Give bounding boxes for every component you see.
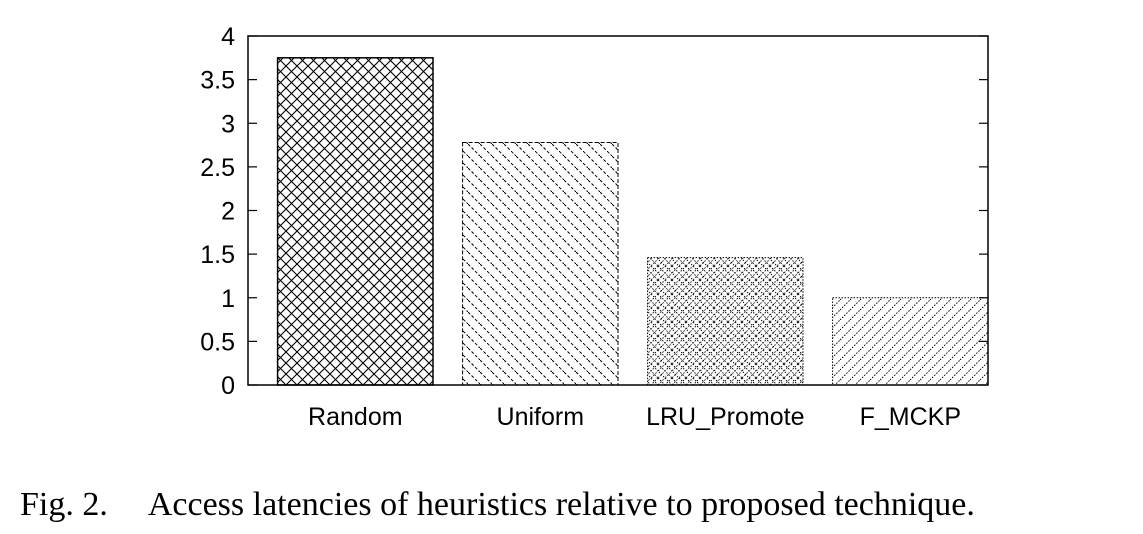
y-axis: 0 0.5 1 1.5 2 2.5 3 3.5 4 [200,23,988,400]
y-tick-label: 0.5 [200,328,235,356]
x-axis: Random Uniform LRU_Promote F_MCKP [308,403,961,431]
y-tick-label: 1.5 [200,241,235,269]
caption-text: Access latencies of heuristics relative … [147,486,975,523]
bar-uniform [462,141,619,386]
y-tick-label: 3 [221,110,235,138]
y-tick-label: 4 [221,23,235,51]
figure-caption: Fig. 2. Access latencies of heuristics re… [0,486,1143,524]
y-tick-label: 1 [221,285,235,313]
x-category-label: Uniform [497,403,585,431]
bars [276,57,989,386]
figure-number: Fig. 2. [20,486,108,523]
y-tick-label: 3.5 [200,67,235,95]
x-category-label: F_MCKP [860,403,961,431]
plot-frame [247,35,989,386]
bar-lru-promote [647,257,804,386]
bar-random [276,57,434,386]
bar-f-mckp [832,297,989,386]
bar-chart: 0 0.5 1 1.5 2 2.5 3 3.5 4 Random Uniform LRU_Promo… [200,23,989,431]
y-tick-label: 2 [221,198,235,226]
y-tick-label: 2.5 [200,154,235,182]
x-category-label: LRU_Promote [646,403,804,431]
y-tick-label: 0 [221,372,235,400]
x-category-label: Random [308,403,403,431]
